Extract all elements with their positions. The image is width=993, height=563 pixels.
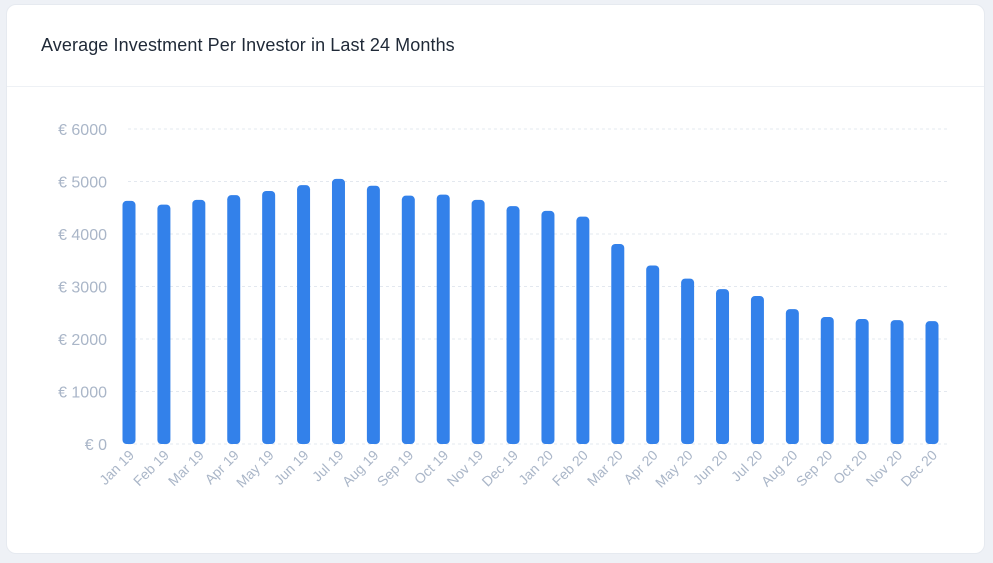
bar xyxy=(401,195,415,444)
bar xyxy=(192,199,206,444)
x-tick-label: Jan 19 xyxy=(96,447,137,488)
chart-title: Average Investment Per Investor in Last … xyxy=(41,35,455,55)
x-tick-label: Feb 19 xyxy=(130,447,172,489)
x-tick-label: Mar 20 xyxy=(584,447,626,489)
x-tick-label: Jun 19 xyxy=(271,447,312,488)
x-tick-label: Jan 20 xyxy=(515,447,556,488)
x-tick-label: Apr 20 xyxy=(620,447,661,488)
x-tick-label: Sep 20 xyxy=(793,447,836,490)
bar xyxy=(925,321,939,444)
bar xyxy=(750,295,764,444)
bar xyxy=(855,319,869,444)
bar xyxy=(611,243,625,444)
x-tick-label: May 19 xyxy=(233,447,277,491)
chart-area: € 0 € 1000 € 2000 € 3000 € 4000 € 5000 € 6000 J… xyxy=(7,5,984,553)
x-tick-label: Jul 19 xyxy=(309,447,347,485)
y-tick-label: € 4000 xyxy=(58,227,107,244)
bar xyxy=(262,190,276,444)
bar xyxy=(785,309,799,444)
x-tick-label: Oct 20 xyxy=(830,447,871,488)
bar xyxy=(471,199,485,444)
bar xyxy=(157,204,171,444)
bar xyxy=(541,210,555,444)
bar xyxy=(820,316,834,444)
x-tick-label: Mar 19 xyxy=(165,447,207,489)
card-header: Average Investment Per Investor in Last … xyxy=(7,5,984,87)
bar xyxy=(681,278,695,444)
x-tick-label: Aug 19 xyxy=(339,447,382,490)
x-tick-label: Nov 19 xyxy=(444,447,487,490)
x-tick-label: Jun 20 xyxy=(690,447,731,488)
chart-card: Average Investment Per Investor in Last … xyxy=(6,4,985,554)
bar xyxy=(366,185,380,444)
bar xyxy=(227,195,241,444)
bar xyxy=(506,206,520,444)
y-tick-label: € 6000 xyxy=(58,122,107,139)
y-tick-label: € 2000 xyxy=(58,332,107,349)
x-tick-label: Jul 20 xyxy=(728,447,766,485)
y-tick-label: € 5000 xyxy=(58,175,107,192)
bar xyxy=(576,216,590,444)
bar xyxy=(646,265,660,444)
bar xyxy=(436,194,450,444)
y-tick-label: € 3000 xyxy=(58,280,107,297)
x-tick-label: May 20 xyxy=(652,447,696,491)
bar xyxy=(122,200,136,444)
y-tick-label: € 1000 xyxy=(58,385,107,402)
x-tick-label: Dec 20 xyxy=(897,447,940,490)
x-tick-label: Sep 19 xyxy=(374,447,417,490)
x-tick-label: Dec 19 xyxy=(478,447,521,490)
bar xyxy=(890,320,904,444)
y-tick-label: € 0 xyxy=(85,437,107,454)
bar xyxy=(331,178,345,444)
x-tick-label: Oct 19 xyxy=(411,447,452,488)
x-tick-label: Apr 19 xyxy=(201,447,242,488)
x-tick-label: Aug 20 xyxy=(758,447,801,490)
x-tick-label: Nov 20 xyxy=(863,447,906,490)
x-tick-label: Feb 20 xyxy=(549,447,591,489)
bar xyxy=(297,185,311,445)
bar xyxy=(716,289,730,444)
